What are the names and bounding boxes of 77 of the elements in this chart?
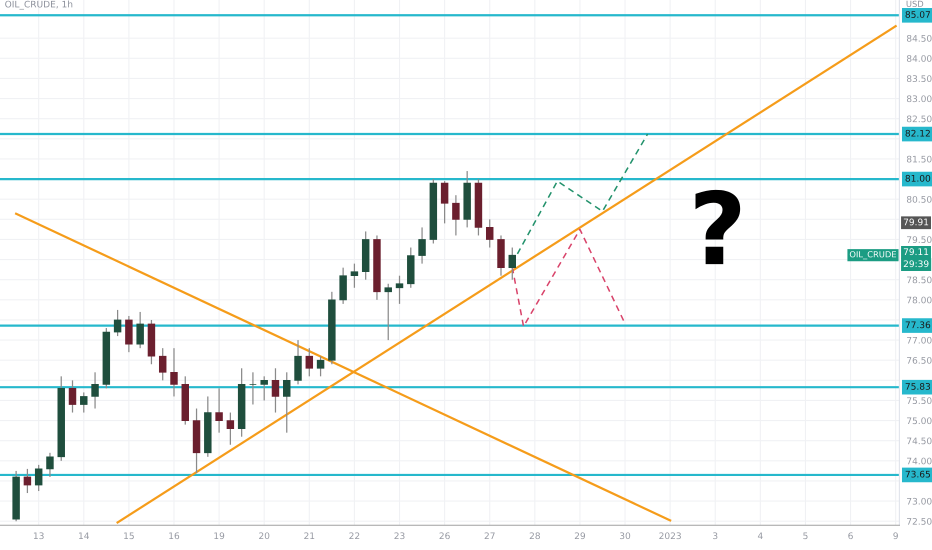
candlestick	[396, 275, 404, 305]
candlestick	[272, 368, 280, 414]
candlestick	[215, 388, 223, 434]
candlestick	[316, 356, 324, 377]
y-tick-label: 82.50	[906, 115, 932, 122]
ref-line-label: 82.12	[906, 130, 930, 137]
y-tick-label: 75.50	[907, 397, 932, 404]
y-tick-label: 84.00	[906, 55, 932, 62]
candlestick	[136, 311, 144, 349]
x-tick-label: 26	[440, 532, 450, 540]
x-tick-label: 13	[34, 532, 44, 540]
candlestick	[91, 372, 99, 410]
text: 29:39	[904, 260, 928, 268]
x-tick-label: 14	[79, 532, 90, 540]
x-tick-label: 9	[893, 532, 898, 540]
candlestick	[226, 412, 234, 446]
x-tick-label: 15	[124, 532, 134, 540]
ref-line-label: 77.36	[906, 321, 930, 328]
x-tick-label: 16	[169, 532, 180, 540]
y-tick-label: 83.00	[906, 95, 932, 102]
candlestick	[440, 180, 448, 224]
x-tick-label: 28	[530, 532, 540, 540]
ref-line-label: 85.07	[906, 11, 930, 18]
candlestick	[68, 380, 76, 414]
candlestick	[350, 263, 358, 288]
y-tick-label: 75.00	[907, 417, 932, 424]
x-tick-label: 4	[758, 532, 763, 540]
ref-line-label: 75.83	[906, 382, 930, 390]
x-tick-label: 23	[394, 532, 405, 540]
candlestick	[418, 226, 426, 264]
candlestick	[46, 452, 54, 478]
y-tick-label: 73.00	[907, 498, 932, 505]
y-tick-label: 84.50	[906, 34, 932, 42]
chart-title: OIL_CRUDE, 1h	[5, 0, 72, 10]
y-tick-label: 76.50	[907, 356, 932, 364]
candlestick	[249, 372, 257, 406]
x-tick-label: 2023	[659, 532, 681, 540]
y-tick-label: 74.50	[907, 437, 932, 444]
x-tick-label: 21	[304, 532, 314, 540]
candlestick	[158, 348, 166, 381]
candlestick	[114, 309, 122, 337]
x-tick-label: 3	[713, 532, 718, 540]
y-tick-label: 72.50	[907, 518, 932, 525]
candlestick	[24, 468, 32, 494]
y-tick-label: 80.50	[906, 196, 932, 203]
x-tick-label: 6	[848, 532, 853, 540]
annotation: ?	[696, 190, 740, 264]
candlestick	[283, 372, 290, 434]
candlestick	[34, 464, 42, 492]
text: 79.11	[904, 248, 928, 256]
text: 79.91	[904, 218, 928, 226]
ref-line-label: 81.00	[906, 174, 930, 182]
candlestick	[170, 348, 178, 398]
y-tick-label: 77.00	[907, 336, 932, 344]
y-tick-label: 83.50	[906, 75, 932, 82]
y-tick-label: 78.00	[907, 296, 932, 304]
x-tick-label: 27	[484, 532, 495, 540]
x-tick-label: 20	[259, 532, 270, 540]
y-tick-label: 79.50	[907, 236, 932, 244]
candlestick	[452, 194, 460, 236]
y-tick-label: 81.50	[906, 156, 932, 163]
candlestick	[260, 376, 268, 402]
x-tick-label: 29	[574, 532, 586, 540]
ref-line-label: 73.65	[906, 470, 930, 478]
x-tick-label: 30	[620, 532, 630, 540]
candlestick	[80, 392, 88, 414]
x-tick-label: 19	[214, 532, 224, 540]
candlestick	[306, 348, 314, 377]
x-tick-label: 22	[349, 532, 360, 540]
annotation: OIL_CRUDE	[850, 251, 896, 260]
candlestick	[508, 246, 516, 280]
x-tick-label: 5	[803, 532, 808, 540]
candlestick	[384, 283, 392, 341]
y-axis-title: USD	[906, 0, 924, 7]
candlestick	[486, 218, 494, 248]
y-tick-label: 74.00	[907, 458, 932, 464]
y-tick-label: 78.50	[907, 276, 932, 284]
